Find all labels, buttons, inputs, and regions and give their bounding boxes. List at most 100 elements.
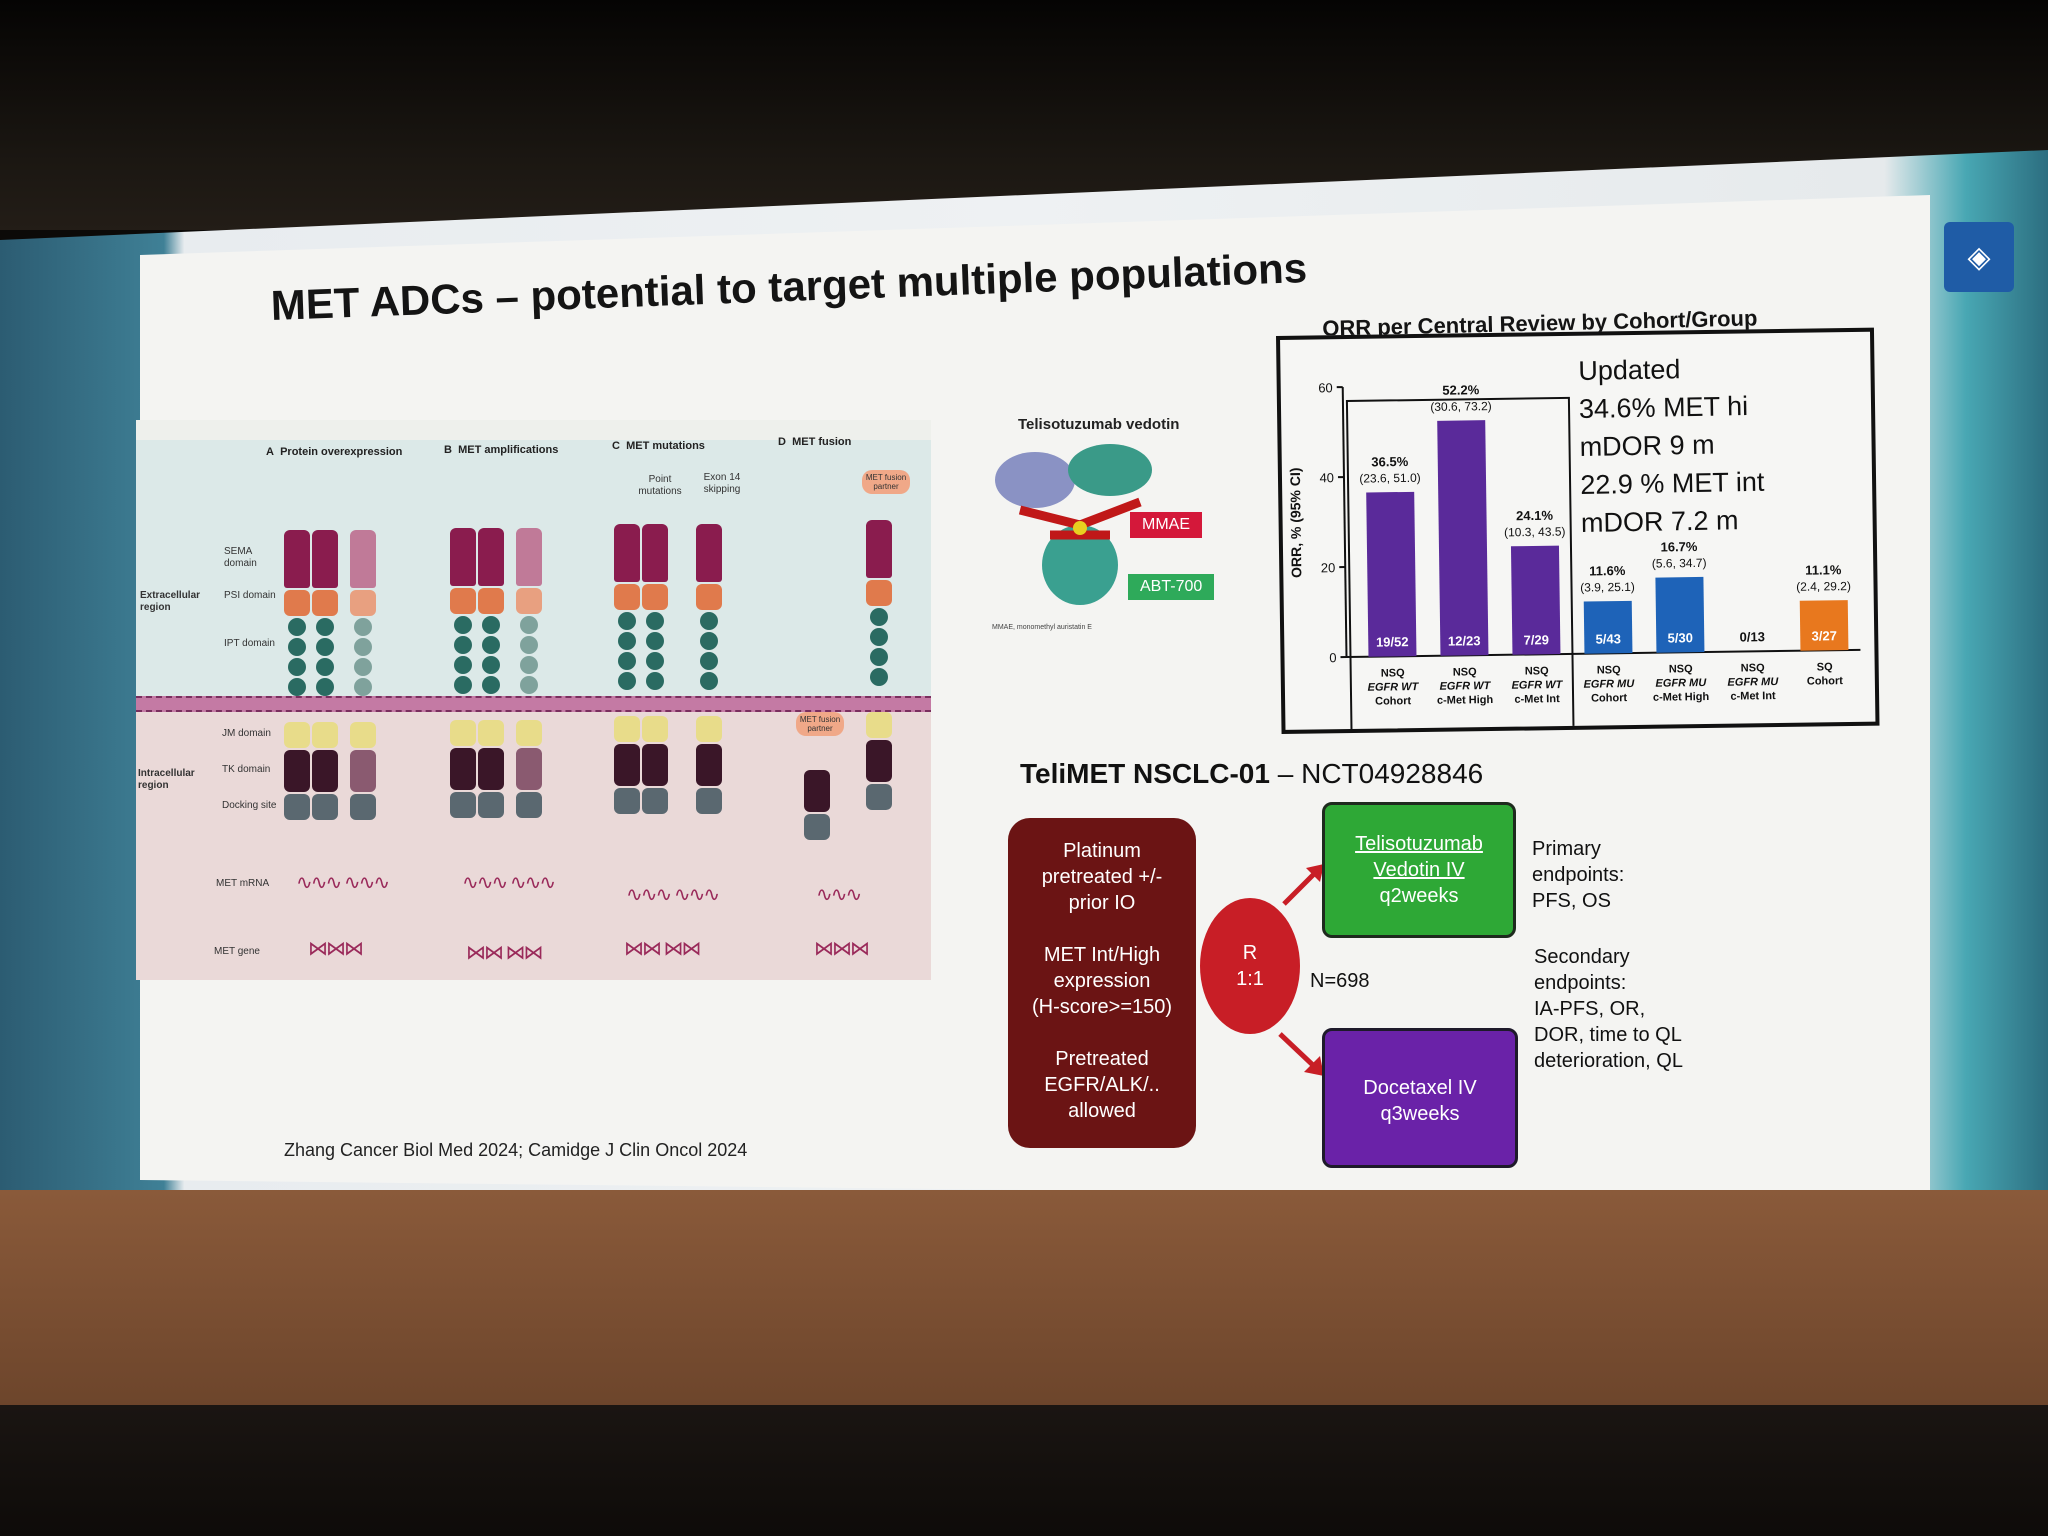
docetaxel-arm-box: Docetaxel IV q3weeks bbox=[1322, 1028, 1518, 1168]
category-label: EGFR MU bbox=[1583, 678, 1635, 691]
updated-line: 34.6% MET hi bbox=[1578, 391, 1749, 424]
tk-domain-label: TK domain bbox=[222, 764, 271, 775]
jm-domain-label: JM domain bbox=[222, 728, 271, 739]
mrna-icon: ∿∿∿ ∿∿∿ bbox=[296, 872, 390, 894]
met-mrna-label: MET mRNA bbox=[216, 878, 270, 889]
met-receptor bbox=[312, 530, 338, 820]
mrna-icon: ∿∿∿ ∿∿∿ bbox=[626, 884, 720, 906]
met-receptor bbox=[350, 530, 376, 820]
updated-line: 22.9 % MET int bbox=[1580, 466, 1765, 500]
category-label: NSQ bbox=[1453, 666, 1477, 678]
panel-d-label: D MET fusion bbox=[778, 436, 852, 448]
category-label: c-Met High bbox=[1653, 691, 1710, 704]
docking-site-label: Docking site bbox=[222, 800, 277, 811]
randomization-ratio: 1:1 bbox=[1236, 968, 1264, 990]
fusion-partner-bottom: MET fusion partner bbox=[796, 712, 844, 736]
ipt-domain-label: IPT domain bbox=[224, 638, 275, 649]
y-tick-label: 60 bbox=[1318, 380, 1333, 395]
bar-count-label: 12/23 bbox=[1448, 633, 1481, 648]
ep-line: deterioration, QL bbox=[1534, 1050, 1683, 1072]
bar-ci-label: (10.3, 43.5) bbox=[1504, 525, 1566, 540]
bar-value-label: 24.1% bbox=[1516, 508, 1554, 524]
met-alteration-figure: A Protein overexpression B MET amplifica… bbox=[136, 420, 931, 980]
bar-value-label: 52.2% bbox=[1442, 382, 1480, 398]
category-label: Cohort bbox=[1591, 692, 1628, 705]
updated-results: Updated 34.6% MET hi mDOR 9 m 22.9 % MET… bbox=[1578, 349, 1765, 542]
bar-value-label: 36.5% bbox=[1371, 454, 1409, 470]
eligibility-line: EGFR/ALK/.. bbox=[1044, 1074, 1160, 1096]
fusion-partner-top: MET fusion partner bbox=[862, 470, 910, 494]
bar-count-label: 7/29 bbox=[1524, 632, 1550, 647]
eligibility-line: Platinum bbox=[1063, 840, 1141, 862]
category-label: EGFR WT bbox=[1367, 681, 1419, 694]
eligibility-line: MET Int/High bbox=[1043, 944, 1161, 966]
category-label: NSQ bbox=[1741, 662, 1765, 674]
bar-ci-label: (23.6, 51.0) bbox=[1359, 471, 1421, 486]
met-receptor bbox=[284, 530, 310, 820]
category-label: SQ bbox=[1817, 661, 1834, 673]
category-label: EGFR WT bbox=[1511, 679, 1563, 692]
category-label: Cohort bbox=[1807, 675, 1844, 688]
exon14-label: Exon 14 skipping bbox=[703, 472, 741, 495]
primary-endpoints: Primary endpoints: PFS, OS bbox=[1532, 836, 1624, 914]
dna-helix-icon: ⋈⋈⋈ bbox=[814, 938, 870, 960]
abt-700-tag: ABT-700 bbox=[1128, 574, 1215, 600]
category-label: c-Met High bbox=[1437, 694, 1494, 707]
category-label: c-Met Int bbox=[1730, 690, 1776, 703]
category-label: NSQ bbox=[1597, 664, 1621, 676]
molecule-title: Telisotuzumab vedotin bbox=[1018, 416, 1180, 433]
updated-line: mDOR 9 m bbox=[1579, 429, 1715, 462]
tv-line: Telisotuzumab bbox=[1355, 833, 1483, 855]
trial-title: TeliMET NSCLC-01 – NCT04928846 bbox=[1020, 758, 1484, 789]
mrna-icon: ∿∿∿ ∿∿∿ bbox=[462, 872, 556, 894]
intracellular-label: Intracellular region bbox=[138, 768, 195, 791]
category-label: NSQ bbox=[1381, 667, 1405, 679]
eligibility-box: Platinum pretreated +/- prior IO MET Int… bbox=[1008, 818, 1196, 1148]
y-tick-label: 0 bbox=[1329, 650, 1336, 665]
category-label: Cohort bbox=[1375, 695, 1412, 708]
tv-line: Vedotin IV bbox=[1373, 859, 1465, 881]
ep-line: PFS, OS bbox=[1532, 890, 1611, 912]
telisotuzumab-arm-box: Telisotuzumab Vedotin IV q2weeks bbox=[1322, 802, 1516, 938]
panel-b-label: B MET amplifications bbox=[444, 444, 559, 456]
bar-count-label: 3/27 bbox=[1811, 628, 1837, 643]
orr-bar bbox=[1366, 491, 1417, 657]
ep-line: Secondary bbox=[1534, 946, 1630, 968]
tv-line: q2weeks bbox=[1379, 885, 1459, 907]
citation: Zhang Cancer Biol Med 2024; Camidge J Cl… bbox=[284, 1140, 748, 1160]
eligibility-line: pretreated +/- bbox=[1041, 866, 1163, 888]
fusion-kinase bbox=[804, 768, 830, 840]
point-mutations-label: Point mutations bbox=[638, 474, 682, 497]
molecule-footnote: MMAE, monomethyl auristatin E bbox=[992, 624, 1092, 631]
stage-edge bbox=[0, 1405, 2048, 1536]
met-receptor-mutant bbox=[642, 524, 668, 814]
orr-bar bbox=[1583, 600, 1633, 654]
y-axis-label: ORR, % (95% CI) bbox=[1287, 467, 1305, 578]
randomization-label: R bbox=[1242, 942, 1258, 964]
bar-count-label: 19/52 bbox=[1376, 634, 1409, 649]
updated-line: mDOR 7.2 m bbox=[1580, 505, 1739, 538]
category-label: c-Met Int bbox=[1514, 693, 1560, 706]
psi-domain-label: PSI domain bbox=[224, 590, 276, 601]
eligibility-line: (H-score>=150) bbox=[1031, 996, 1173, 1018]
bar-ci-label: (5.6, 34.7) bbox=[1652, 556, 1707, 571]
eligibility-line: Pretreated bbox=[1055, 1048, 1149, 1070]
orr-bar bbox=[1510, 545, 1561, 655]
panel-a-label: A Protein overexpression bbox=[266, 446, 403, 458]
sema-domain-label: SEMA domain bbox=[224, 546, 257, 569]
cell-membrane bbox=[136, 696, 931, 712]
y-axis-line bbox=[1341, 387, 1348, 658]
orr-bar bbox=[1655, 576, 1705, 653]
ep-line: endpoints: bbox=[1534, 972, 1627, 994]
ep-line: IA-PFS, OR, bbox=[1534, 998, 1646, 1020]
randomization-circle: R 1:1 bbox=[1200, 898, 1300, 1034]
category-label: EGFR MU bbox=[1655, 677, 1707, 690]
bar-value-label: 11.6% bbox=[1589, 563, 1626, 579]
bar-ci-label: (2.4, 29.2) bbox=[1796, 579, 1851, 594]
met-receptor-mutant bbox=[614, 524, 640, 814]
category-label: EGFR WT bbox=[1439, 680, 1491, 693]
category-label: NSQ bbox=[1525, 665, 1549, 677]
dna-helix-icon: ⋈⋈ ⋈⋈ bbox=[624, 938, 702, 960]
eligibility-line: expression bbox=[1053, 970, 1151, 992]
bar-count-label: 0/13 bbox=[1739, 629, 1765, 644]
